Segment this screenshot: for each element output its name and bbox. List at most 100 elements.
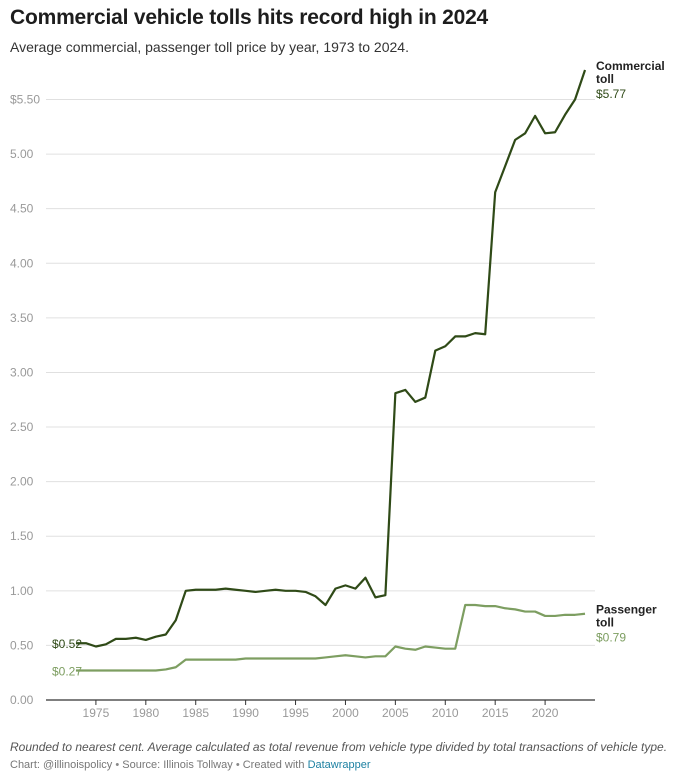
- y-tick-label: 4.00: [10, 256, 34, 270]
- commercial-end-label: $5.77: [596, 87, 626, 101]
- commercial-series-name: toll: [596, 72, 614, 86]
- commercial-data-point: [503, 164, 507, 168]
- commercial-data-point: [194, 588, 198, 592]
- created-with-label: Created with: [242, 759, 305, 771]
- commercial-data-point: [343, 583, 347, 587]
- passenger-data-point: [154, 668, 158, 672]
- y-tick-label: 0.00: [10, 693, 34, 707]
- x-tick-label: 1985: [182, 706, 209, 720]
- passenger-data-point: [144, 668, 148, 672]
- commercial-data-point: [273, 588, 277, 592]
- x-tick-label: 2015: [482, 706, 509, 720]
- x-tick-label: 2005: [382, 706, 409, 720]
- footer-note: Rounded to nearest cent. Average calcula…: [10, 740, 668, 754]
- passenger-toll-line: [75, 603, 586, 672]
- passenger-data-point: [204, 657, 208, 661]
- commercial-data-point: [303, 590, 307, 594]
- commercial-data-point: [104, 642, 108, 646]
- commercial-data-point: [84, 641, 88, 645]
- passenger-data-point: [423, 644, 427, 648]
- x-tick-label: 1990: [232, 706, 259, 720]
- passenger-data-point: [463, 603, 467, 607]
- commercial-data-point: [313, 594, 317, 598]
- commercial-data-point: [213, 588, 217, 592]
- commercial-data-point: [553, 130, 557, 134]
- commercial-data-point: [283, 589, 287, 593]
- y-tick-label: 1.00: [10, 584, 34, 598]
- commercial-data-point: [253, 590, 257, 594]
- passenger-data-point: [273, 656, 277, 660]
- datawrapper-link[interactable]: Datawrapper: [307, 759, 371, 771]
- passenger-data-point: [373, 654, 377, 658]
- commercial-data-point: [174, 618, 178, 622]
- commercial-data-point: [333, 586, 337, 590]
- passenger-start-label: $0.27: [52, 665, 82, 679]
- y-tick-label: 2.00: [10, 475, 34, 489]
- passenger-data-point: [104, 668, 108, 672]
- x-tick-label: 2020: [532, 706, 559, 720]
- commercial-data-point: [94, 644, 98, 648]
- commercial-data-point: [473, 331, 477, 335]
- commercial-data-point: [423, 395, 427, 399]
- commercial-data-point: [154, 634, 158, 638]
- passenger-data-point: [323, 655, 327, 659]
- passenger-data-point: [343, 653, 347, 657]
- passenger-data-point: [543, 614, 547, 618]
- commercial-data-point: [453, 334, 457, 338]
- passenger-data-point: [553, 614, 557, 618]
- y-tick-label: 5.00: [10, 147, 34, 161]
- passenger-data-point: [363, 655, 367, 659]
- passenger-data-point: [303, 656, 307, 660]
- passenger-data-point: [243, 656, 247, 660]
- passenger-series-name: Passenger: [596, 603, 657, 617]
- series-lines: [75, 68, 587, 672]
- commercial-data-point: [543, 131, 547, 135]
- passenger-data-point: [563, 613, 567, 617]
- commercial-data-point: [393, 391, 397, 395]
- y-tick-label: 1.50: [10, 529, 34, 543]
- passenger-data-point: [433, 645, 437, 649]
- passenger-data-point: [443, 646, 447, 650]
- passenger-data-point: [483, 604, 487, 608]
- commercial-toll-line: [75, 69, 587, 648]
- passenger-data-point: [523, 609, 527, 613]
- commercial-data-point: [523, 131, 527, 135]
- line-chart: 0.00 0.50 1.00 1.50 2.00 2.50 3.00 3.50 4.00 4.50…: [10, 59, 665, 720]
- separator: •: [235, 759, 240, 771]
- commercial-data-point: [483, 332, 487, 336]
- x-tick-label: 1980: [132, 706, 159, 720]
- commercial-start-label: $0.52: [52, 637, 82, 651]
- commercial-data-point: [323, 603, 327, 607]
- commercial-data-point: [114, 637, 118, 641]
- y-tick-label: 0.50: [10, 638, 34, 652]
- passenger-data-point: [233, 657, 237, 661]
- passenger-data-point: [413, 648, 417, 652]
- x-tick-label: 1995: [282, 706, 309, 720]
- passenger-data-point: [393, 644, 397, 648]
- y-tick-label: 2.50: [10, 420, 34, 434]
- y-tick-label: $5.50: [10, 92, 40, 106]
- passenger-data-point: [114, 668, 118, 672]
- commercial-series-name: Commercial: [596, 59, 665, 73]
- commercial-data-point: [493, 190, 497, 194]
- source: Illinois Tollway: [163, 759, 233, 771]
- y-axis-ticks: 0.00 0.50 1.00 1.50 2.00 2.50 3.00 3.50 4.00 4.50…: [10, 92, 40, 707]
- passenger-data-point: [453, 646, 457, 650]
- commercial-data-point: [533, 114, 537, 118]
- commercial-data-point: [583, 68, 587, 72]
- chart-title: Commercial vehicle tolls hits record hig…: [10, 6, 489, 29]
- passenger-data-point: [213, 657, 217, 661]
- passenger-data-point: [493, 604, 497, 608]
- commercial-data-point: [164, 632, 168, 636]
- x-axis-ticks: 1975 1980 1985 1990 1995 2000 2005 2010 2015 2020: [83, 700, 559, 720]
- commercial-data-point: [363, 576, 367, 580]
- y-tick-label: 4.50: [10, 202, 34, 216]
- commercial-data-point: [243, 589, 247, 593]
- commercial-data-point: [134, 636, 138, 640]
- passenger-data-point: [124, 668, 128, 672]
- commercial-data-point: [413, 400, 417, 404]
- chart-subtitle: Average commercial, passenger toll price…: [10, 39, 409, 55]
- passenger-data-point: [293, 656, 297, 660]
- passenger-end-label: $0.79: [596, 631, 626, 645]
- passenger-data-point: [263, 656, 267, 660]
